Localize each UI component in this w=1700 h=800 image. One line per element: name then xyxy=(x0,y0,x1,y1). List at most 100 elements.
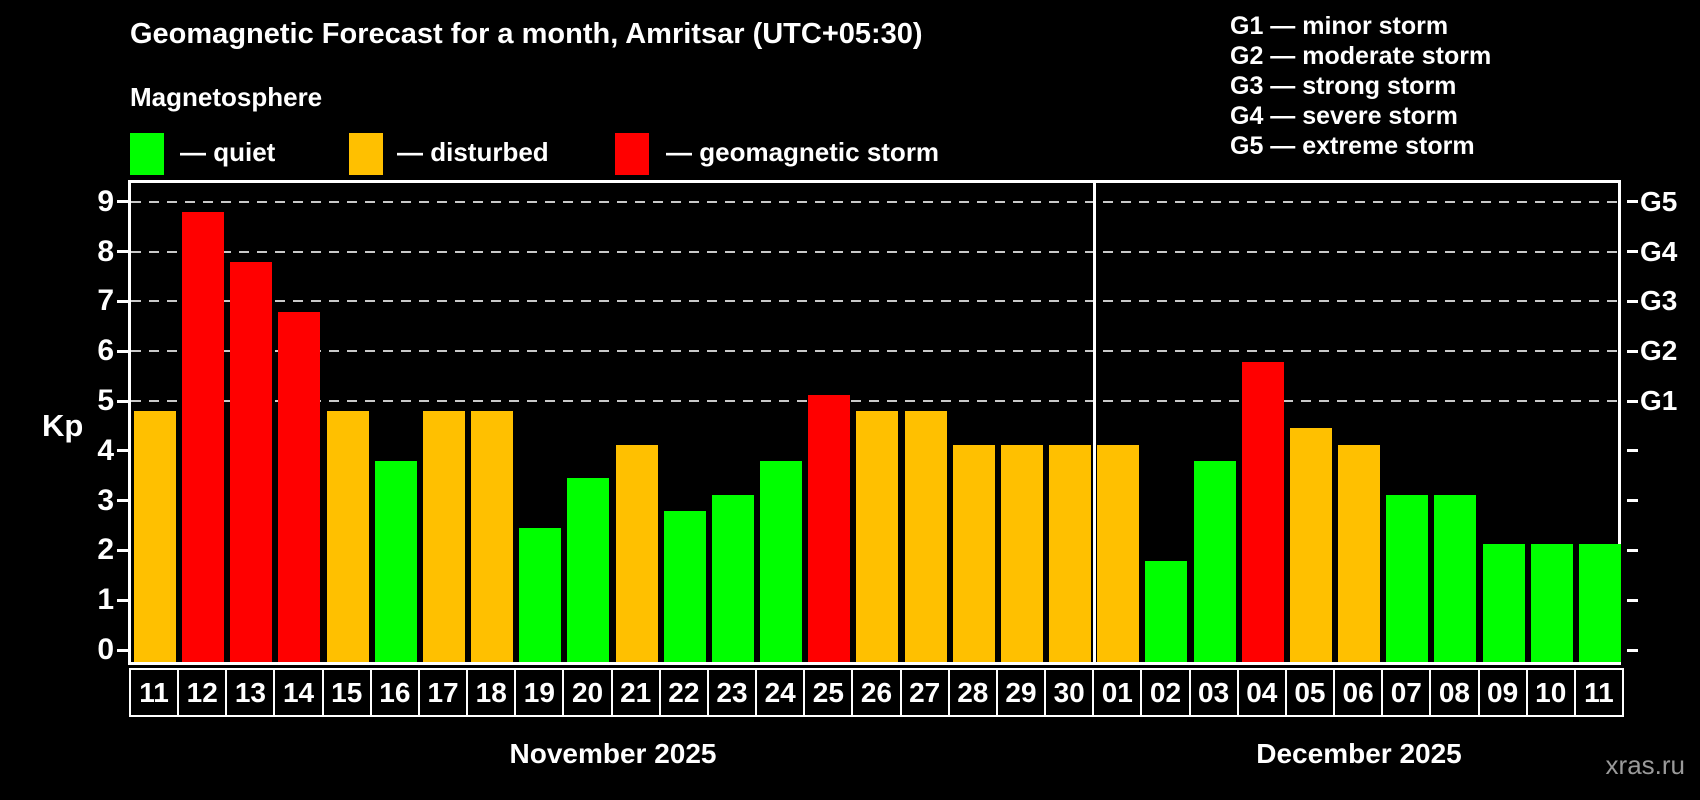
kp-bar-december-10 xyxy=(1530,544,1573,662)
legend-label-disturbed: — disturbed xyxy=(397,137,549,167)
day-label-november-11: 11 xyxy=(129,668,180,717)
kp-bar-november-16 xyxy=(374,461,417,662)
day-label-december-05: 05 xyxy=(1284,668,1336,717)
kp-bar-november-22 xyxy=(663,511,706,662)
left-axis-tick-7 xyxy=(117,299,128,303)
y-axis-title: Kp xyxy=(42,408,84,443)
kp-bar-december-05 xyxy=(1289,428,1332,662)
right-axis-tick-4 xyxy=(1627,449,1638,453)
right-axis-tick-8 xyxy=(1627,250,1638,254)
day-label-november-19: 19 xyxy=(514,668,565,717)
y-tick-label-2: 2 xyxy=(97,533,114,567)
y-tick-label-6: 6 xyxy=(97,334,114,368)
kp-bar-november-21 xyxy=(615,444,658,662)
month-label-november: November 2025 xyxy=(509,738,717,769)
day-label-december-03: 03 xyxy=(1188,668,1239,717)
y-tick-label-8: 8 xyxy=(97,234,114,268)
right-axis-tick-2 xyxy=(1627,548,1638,552)
left-axis-tick-0 xyxy=(117,648,128,652)
kp-bar-november-12 xyxy=(182,212,225,662)
g-axis-label-g3: G3 xyxy=(1640,285,1678,317)
day-label-november-24: 24 xyxy=(755,668,806,717)
kp-bar-november-15 xyxy=(326,411,369,662)
y-tick-label-9: 9 xyxy=(97,184,114,218)
legend-label-quiet: — quiet xyxy=(180,137,276,167)
day-label-november-23: 23 xyxy=(706,668,758,717)
kp-bar-december-03 xyxy=(1193,461,1236,662)
kp-bar-december-11 xyxy=(1578,544,1621,662)
day-label-december-01: 01 xyxy=(1092,668,1143,717)
kp-bar-november-24 xyxy=(760,461,803,662)
day-label-november-20: 20 xyxy=(562,668,613,717)
legend-swatch-storm xyxy=(615,133,649,175)
day-label-november-22: 22 xyxy=(658,668,709,717)
left-axis-tick-3 xyxy=(117,499,128,503)
kp-bar-november-25 xyxy=(808,395,851,662)
g-axis-label-g2: G2 xyxy=(1640,335,1678,367)
g-legend-line-g2: G2 — moderate storm xyxy=(1230,42,1492,70)
legend-swatch-quiet xyxy=(130,133,164,175)
gridline-kp-9 xyxy=(131,200,1618,203)
kp-bar-november-26 xyxy=(856,411,899,662)
day-label-december-08: 08 xyxy=(1429,668,1480,717)
kp-bar-november-30 xyxy=(1049,444,1092,662)
day-label-november-28: 28 xyxy=(947,668,998,717)
right-axis-tick-1 xyxy=(1627,598,1638,602)
gridline-kp-7 xyxy=(131,300,1618,303)
kp-bar-december-08 xyxy=(1434,494,1477,662)
g-axis-label-g5: G5 xyxy=(1640,185,1678,217)
day-label-november-27: 27 xyxy=(899,668,950,717)
day-label-december-07: 07 xyxy=(1381,668,1432,717)
kp-bar-november-29 xyxy=(1000,444,1043,662)
kp-bar-december-04 xyxy=(1241,361,1284,662)
gridline-kp-5 xyxy=(131,400,1618,402)
gridline-kp-6 xyxy=(131,350,1618,353)
plot-area xyxy=(128,180,1621,665)
kp-bar-december-09 xyxy=(1482,544,1525,662)
day-label-november-30: 30 xyxy=(1044,668,1095,717)
g-axis-label-g1: G1 xyxy=(1640,385,1678,416)
kp-bar-november-11 xyxy=(134,411,176,662)
y-tick-label-3: 3 xyxy=(97,483,114,517)
y-tick-label-5: 5 xyxy=(97,384,114,417)
day-label-november-14: 14 xyxy=(273,668,324,717)
y-tick-label-4: 4 xyxy=(97,433,114,467)
right-axis-tick-6 xyxy=(1627,349,1638,353)
day-label-december-02: 02 xyxy=(1140,668,1191,717)
kp-bar-november-13 xyxy=(230,262,273,662)
g-legend-line-g3: G3 — strong storm xyxy=(1230,72,1457,100)
left-axis-tick-2 xyxy=(117,548,128,552)
kp-bar-november-20 xyxy=(567,478,610,662)
left-axis-tick-1 xyxy=(117,598,128,602)
kp-bar-november-18 xyxy=(471,411,514,662)
left-axis-tick-9 xyxy=(117,200,128,204)
day-label-december-11: 11 xyxy=(1573,668,1624,717)
kp-bar-november-27 xyxy=(904,411,947,662)
day-label-december-09: 09 xyxy=(1477,668,1528,717)
right-axis-tick-0 xyxy=(1627,648,1638,652)
day-label-december-04: 04 xyxy=(1236,668,1287,717)
day-label-november-15: 15 xyxy=(321,668,372,717)
y-tick-label-0: 0 xyxy=(97,633,114,666)
legend-swatch-disturbed xyxy=(349,133,383,175)
day-label-november-18: 18 xyxy=(466,668,517,717)
g-scale-legend: G1 — minor storm G2 — moderate storm G3 … xyxy=(1230,11,1491,161)
g-legend-line-g1: G1 — minor storm xyxy=(1230,12,1449,40)
day-label-november-12: 12 xyxy=(177,668,228,717)
kp-bar-november-17 xyxy=(422,411,465,662)
day-label-november-21: 21 xyxy=(610,668,661,717)
kp-bar-november-28 xyxy=(952,444,995,662)
g-legend-line-g4: G4 — severe storm xyxy=(1230,102,1458,130)
left-axis-tick-5 xyxy=(117,399,128,403)
y-tick-label-1: 1 xyxy=(97,583,114,617)
month-label-december: December 2025 xyxy=(1256,738,1462,769)
left-axis-tick-8 xyxy=(117,250,128,254)
day-label-november-29: 29 xyxy=(995,668,1047,717)
left-axis-tick-6 xyxy=(117,349,128,353)
kp-bar-december-07 xyxy=(1386,494,1429,662)
kp-bar-november-14 xyxy=(278,311,321,662)
kp-bar-november-19 xyxy=(519,527,562,662)
chart-subtitle: Magnetosphere xyxy=(130,82,323,112)
right-axis-tick-9 xyxy=(1627,200,1638,204)
day-label-november-16: 16 xyxy=(369,668,420,717)
